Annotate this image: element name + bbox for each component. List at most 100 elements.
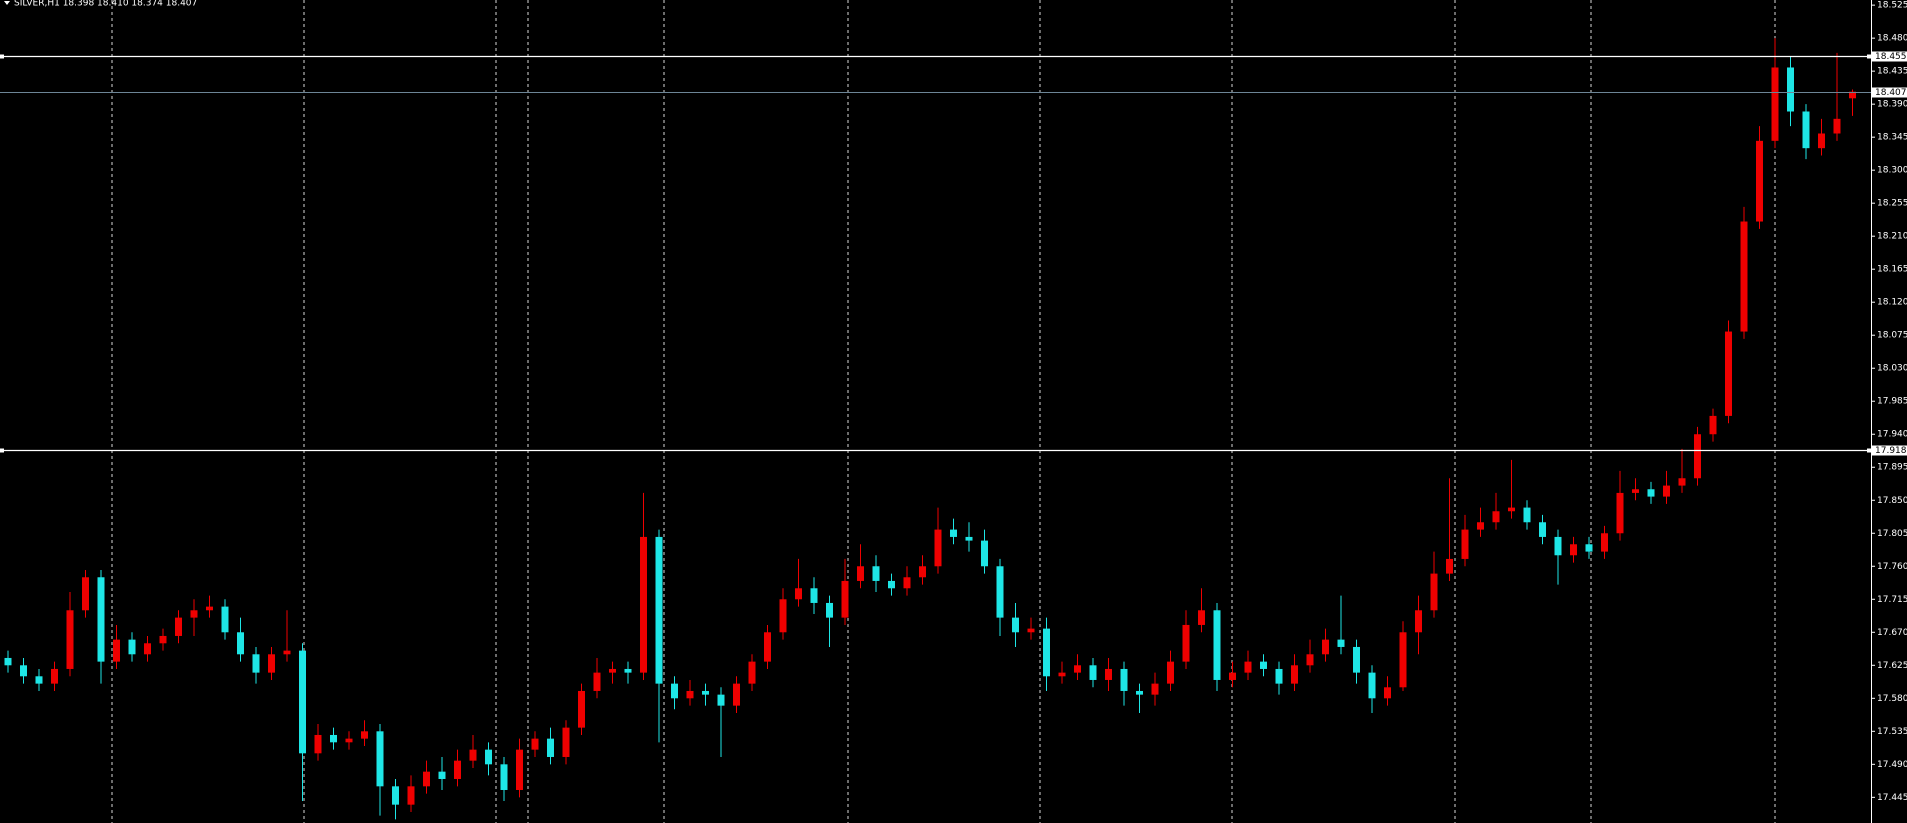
candle-body xyxy=(996,566,1004,618)
candle-body xyxy=(361,731,368,739)
candle-body xyxy=(748,661,756,684)
candle-body xyxy=(1446,558,1453,574)
candle-body xyxy=(934,529,942,567)
y-tick-label: 17.760 xyxy=(1877,562,1907,572)
candle-body xyxy=(1725,331,1732,416)
candle-body xyxy=(1477,522,1484,530)
candle-body xyxy=(903,577,911,589)
candle-body xyxy=(1539,522,1546,537)
candle-body xyxy=(1570,544,1577,556)
candle-body xyxy=(1492,511,1500,523)
candle-body xyxy=(1756,140,1763,222)
candle-body xyxy=(1787,67,1794,112)
candle-body xyxy=(578,690,585,728)
candle-body xyxy=(221,606,229,633)
candle-body xyxy=(981,540,988,567)
candle-body xyxy=(702,690,709,695)
candle-body xyxy=(640,536,647,673)
candle-body xyxy=(516,749,523,790)
candle-body xyxy=(1182,624,1190,662)
candle-body xyxy=(1709,415,1717,435)
y-tick-label: 17.580 xyxy=(1877,694,1907,704)
candle-body xyxy=(97,577,105,662)
y-tick-label: 17.805 xyxy=(1877,529,1907,539)
candle-body xyxy=(190,610,198,618)
candle-body xyxy=(624,668,632,673)
candle-body xyxy=(113,639,120,662)
candle-body xyxy=(1849,91,1856,99)
candle-body xyxy=(1306,654,1314,666)
level-handle xyxy=(1867,54,1871,59)
candle-body xyxy=(314,734,322,754)
y-tick-label: 17.535 xyxy=(1877,727,1907,737)
candle-body xyxy=(795,588,802,600)
candle-body xyxy=(1585,544,1593,552)
candle-body xyxy=(1058,672,1066,677)
candle-body xyxy=(330,734,337,743)
y-tick-label: 18.435 xyxy=(1877,67,1907,77)
candle-body xyxy=(1430,573,1438,611)
level-label: 18.455 xyxy=(1875,52,1907,62)
candle-body xyxy=(547,738,554,757)
chart-title: SILVER,H1 18.398 18.410 18.374 18.407 xyxy=(14,0,197,9)
candle-body xyxy=(485,749,492,765)
candle-body xyxy=(764,632,771,662)
candle-body xyxy=(1120,668,1128,691)
candle-body xyxy=(609,668,616,673)
candle-body xyxy=(950,529,957,537)
candle-body xyxy=(1260,661,1267,669)
candle-body xyxy=(20,665,27,677)
candle-body xyxy=(1198,610,1205,625)
candle-body xyxy=(159,635,167,644)
y-tick-label: 18.165 xyxy=(1877,265,1907,275)
candle-body xyxy=(1508,507,1515,512)
candle-body xyxy=(469,749,477,761)
candle-body xyxy=(1740,221,1748,332)
candle-body xyxy=(51,668,58,684)
candle-body xyxy=(872,566,880,581)
candle-body xyxy=(1461,529,1469,559)
y-tick-label: 17.895 xyxy=(1877,463,1907,473)
y-tick-label: 18.525 xyxy=(1877,1,1907,11)
y-tick-label: 18.120 xyxy=(1877,298,1907,308)
candle-body xyxy=(655,536,663,684)
candle-body xyxy=(1151,683,1159,695)
candle-body xyxy=(252,654,260,673)
candle-body xyxy=(1244,661,1252,673)
candle-body xyxy=(1105,668,1112,680)
candle-body xyxy=(144,643,151,655)
y-tick-label: 18.255 xyxy=(1877,199,1907,209)
candle-body xyxy=(1694,434,1701,479)
candle-body xyxy=(237,632,244,655)
candle-body xyxy=(1027,628,1035,633)
candle-body xyxy=(857,566,864,581)
candle-body xyxy=(4,657,12,666)
y-tick-label: 17.445 xyxy=(1877,793,1907,803)
candle-body xyxy=(1322,639,1329,655)
candle-body xyxy=(175,617,182,636)
candle-body xyxy=(531,738,539,750)
level-label-box xyxy=(1872,445,1907,456)
candle-body xyxy=(206,606,213,611)
candle-body xyxy=(919,566,926,578)
candle-body xyxy=(686,690,694,699)
candle-body xyxy=(1012,617,1019,633)
candle-body xyxy=(1337,639,1345,647)
candle-body xyxy=(733,683,740,706)
candle-body xyxy=(1415,610,1422,633)
last-price-label: 18.407 xyxy=(1875,88,1907,98)
candle-body xyxy=(82,577,89,611)
candle-body xyxy=(1632,489,1639,493)
candle-body xyxy=(392,786,399,805)
y-tick-label: 17.490 xyxy=(1877,760,1907,770)
candle-body xyxy=(407,786,415,805)
candle-body xyxy=(1167,661,1174,684)
candle-body xyxy=(1554,536,1562,556)
candle-body xyxy=(1213,610,1221,680)
candle-body xyxy=(1802,111,1810,149)
candle-body xyxy=(1647,489,1655,497)
candle-body xyxy=(1601,533,1608,552)
candle-body xyxy=(299,650,306,754)
